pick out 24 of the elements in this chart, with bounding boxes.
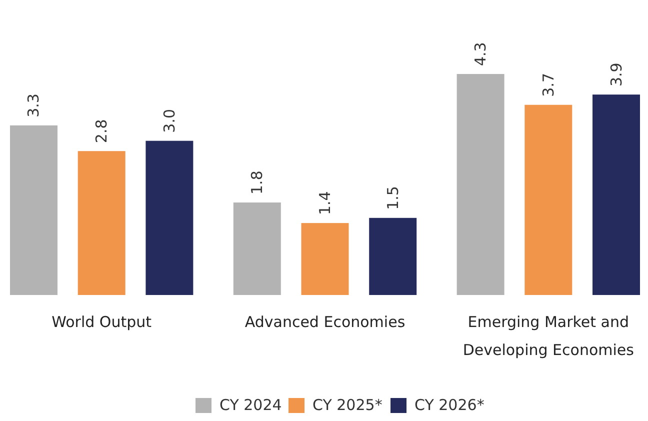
bar [233, 202, 281, 295]
data-label: 1.8 [248, 170, 266, 194]
x-tick-label: Emerging Market and Developing Economies [462, 313, 634, 359]
data-label: 3.0 [160, 108, 178, 133]
data-label: 3.3 [24, 94, 43, 118]
data-label: 4.3 [472, 42, 490, 66]
data-label: 3.9 [607, 62, 626, 87]
bar [146, 140, 194, 295]
legend-label: CY 2025* [312, 396, 383, 414]
legend-label: CY 2026* [414, 396, 485, 414]
bar [592, 94, 640, 295]
data-label: 3.7 [539, 72, 558, 97]
data-label: 1.4 [316, 191, 334, 216]
bar [10, 125, 58, 295]
x-tick-label: Advanced Economies [244, 313, 406, 331]
bar [369, 218, 417, 295]
legend-label: CY 2024 [220, 396, 282, 414]
bar [524, 104, 572, 295]
bar [78, 151, 126, 295]
data-label: 2.8 [92, 119, 111, 144]
data-label: 1.5 [384, 186, 402, 210]
bar [456, 74, 504, 295]
bar [301, 223, 349, 295]
x-tick-label: World Output [52, 313, 152, 331]
